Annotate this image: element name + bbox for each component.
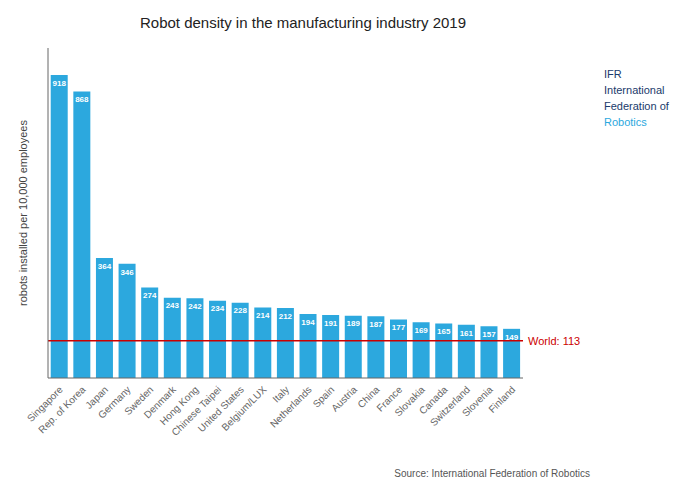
- svg-text:346: 346: [120, 268, 134, 277]
- svg-text:Japan: Japan: [83, 383, 111, 411]
- html-text:IFR: IFR: [604, 68, 622, 80]
- svg-text:Belgium/LUX: Belgium/LUX: [219, 384, 268, 433]
- svg-text:868: 868: [75, 95, 89, 104]
- svg-text:157: 157: [482, 330, 496, 339]
- svg-text:149: 149: [505, 333, 519, 342]
- svg-text:Finland: Finland: [486, 384, 517, 415]
- svg-text:Slovenia: Slovenia: [460, 384, 495, 419]
- svg-text:214: 214: [256, 311, 270, 320]
- svg-text:364: 364: [98, 262, 112, 271]
- svg-text:Canada: Canada: [416, 383, 450, 417]
- svg-text:Chinese Taipei: Chinese Taipei: [169, 383, 224, 438]
- svg-text:United States: United States: [195, 383, 246, 435]
- svg-text:234: 234: [211, 304, 225, 313]
- svg-text:Austria: Austria: [329, 384, 359, 414]
- svg-text:242: 242: [188, 302, 202, 311]
- html-text:Robotics: Robotics: [604, 116, 647, 128]
- svg-text:Netherlands: Netherlands: [268, 384, 314, 430]
- html-text:Robot density in the manufactu: Robot density in the manufacturing indus…: [140, 14, 466, 31]
- svg-text:189: 189: [347, 319, 361, 328]
- svg-text:187: 187: [369, 320, 383, 329]
- svg-text:robots installed per 10,000 em: robots installed per 10,000 employees: [17, 120, 29, 306]
- svg-text:Singapore: Singapore: [24, 383, 65, 424]
- html-text:Federation of: Federation of: [604, 100, 669, 112]
- svg-text:177: 177: [392, 323, 406, 332]
- svg-text:165: 165: [437, 327, 451, 336]
- svg-text:918: 918: [53, 79, 67, 88]
- svg-text:Rep. of Korea: Rep. of Korea: [36, 384, 88, 436]
- svg-text:194: 194: [301, 318, 315, 327]
- svg-text:243: 243: [166, 301, 180, 310]
- html-text:Source: International Federati: Source: International Federation of Robo…: [394, 468, 590, 479]
- svg-text:Italy: Italy: [270, 383, 292, 405]
- svg-text:China: China: [355, 383, 382, 411]
- svg-text:Switzerland: Switzerland: [427, 383, 473, 429]
- svg-text:161: 161: [460, 329, 474, 338]
- svg-text:228: 228: [233, 306, 247, 315]
- html-text:International: International: [604, 84, 665, 96]
- svg-text:Hong Kong: Hong Kong: [157, 383, 201, 427]
- svg-text:274: 274: [143, 291, 157, 300]
- svg-text:World: 113: World: 113: [528, 335, 580, 347]
- svg-text:169: 169: [414, 326, 428, 335]
- svg-text:Spain: Spain: [310, 383, 337, 410]
- svg-text:Slovakia: Slovakia: [392, 383, 427, 419]
- svg-text:Denmark: Denmark: [141, 383, 179, 421]
- svg-text:191: 191: [324, 319, 338, 328]
- svg-text:Sweden: Sweden: [122, 383, 156, 418]
- svg-text:Germany: Germany: [96, 383, 133, 421]
- svg-text:France: France: [374, 383, 405, 414]
- svg-text:212: 212: [279, 312, 293, 321]
